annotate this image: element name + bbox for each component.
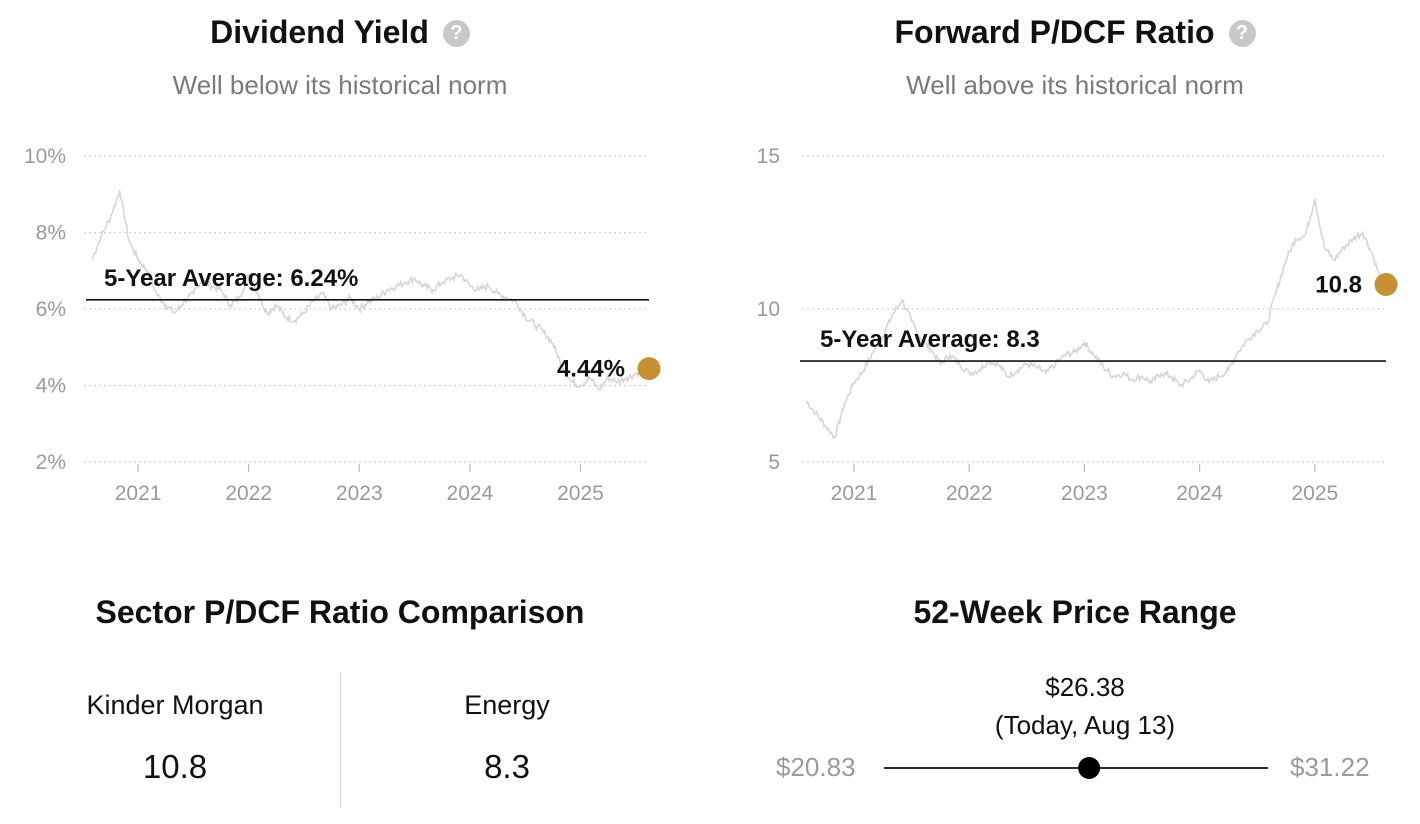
y-tick-label: 4% (36, 375, 66, 398)
sector-divider (340, 672, 341, 808)
sector-item-value-kinder-morgan: 10.8 (142, 748, 208, 785)
y-tick-label: 6% (36, 298, 66, 321)
dividend-yield-subtitle: Well below its historical norm (172, 70, 508, 100)
price-range-title: 52-Week Price Range (913, 594, 1237, 630)
dividend-yield-title-text: Dividend Yield (210, 14, 429, 50)
price-range-high: $31.22 (1290, 752, 1370, 782)
x-tick-label: 2024 (447, 482, 494, 505)
x-tick-label: 2022 (946, 482, 993, 505)
average-label: 5-Year Average: 8.3 (820, 326, 1040, 353)
question-circle-icon[interactable]: ? (442, 20, 470, 47)
sector-item-value-energy: 8.3 (484, 748, 530, 785)
x-tick-label: 2023 (336, 482, 383, 505)
dividend-yield-title: Dividend Yield? (40, 14, 640, 51)
x-tick-label: 2025 (557, 482, 604, 505)
current-value-marker (1374, 273, 1398, 297)
price-range-marker (1078, 757, 1101, 779)
average-label: 5-Year Average: 6.24% (104, 265, 358, 292)
x-tick-label: 2023 (1061, 482, 1108, 505)
forward-pdcf-chart: 15 10 5 2021 2022 2023 2024 2025 5-Year Average:… (757, 145, 1398, 505)
y-tick-label: 10% (24, 145, 66, 168)
dividend-yield-chart: 10% 8% 6% 4% 2% 2021 2022 2023 2024 2025 5-Year Av… (24, 145, 661, 505)
y-tick-label: 5 (768, 451, 780, 474)
y-tick-label: 15 (757, 145, 780, 168)
sector-item-name-energy: Energy (464, 690, 550, 720)
y-tick-label: 10 (757, 298, 780, 321)
x-tick-label: 2021 (831, 482, 878, 505)
x-tick-label: 2022 (225, 482, 272, 505)
forward-pdcf-title-text: Forward P/DCF Ratio (894, 14, 1215, 50)
price-range-low: $20.83 (776, 752, 856, 782)
price-range-track (884, 757, 1268, 779)
series-line (805, 198, 1383, 440)
forward-pdcf-title: Forward P/DCF Ratio? (775, 14, 1375, 51)
x-tick-label: 2025 (1291, 482, 1338, 505)
sector-item-name-kinder-morgan: Kinder Morgan (86, 690, 264, 720)
price-range-current-note: (Today, Aug 13) (994, 710, 1176, 740)
y-tick-label: 2% (36, 451, 66, 474)
sector-comparison-title: Sector P/DCF Ratio Comparison (95, 594, 585, 630)
y-tick-label: 8% (36, 222, 66, 245)
current-value-label: 10.8 (1315, 272, 1362, 299)
question-circle-icon[interactable]: ? (1228, 20, 1256, 47)
current-value-label: 4.44% (557, 356, 625, 383)
series-line (91, 190, 646, 391)
x-tick-label: 2024 (1176, 482, 1223, 505)
x-tick-label: 2021 (115, 482, 162, 505)
current-value-marker (637, 357, 661, 381)
price-range-current: $26.38 (1045, 672, 1125, 702)
forward-pdcf-subtitle: Well above its historical norm (906, 70, 1244, 100)
